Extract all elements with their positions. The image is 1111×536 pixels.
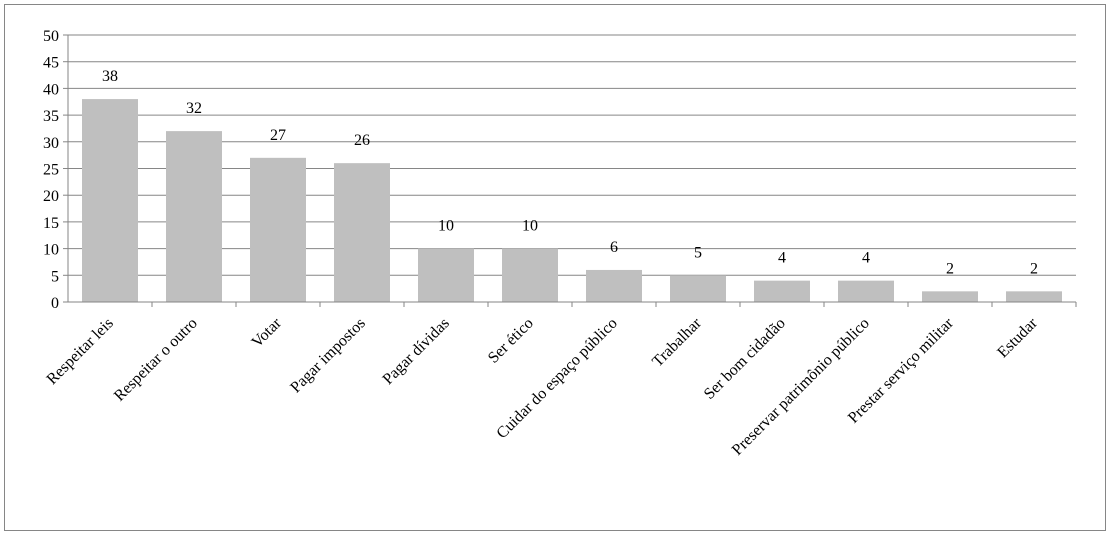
- y-tick-label: 5: [51, 268, 59, 285]
- y-tick-label: 35: [43, 108, 59, 125]
- y-tick-label: 40: [43, 81, 59, 98]
- bar: [502, 248, 558, 302]
- data-label: 4: [862, 250, 870, 267]
- y-tick-label: 25: [43, 162, 59, 179]
- data-label: 10: [438, 218, 454, 235]
- bar: [166, 131, 222, 302]
- y-tick-label: 0: [51, 295, 59, 312]
- data-label: 38: [102, 68, 118, 85]
- bar: [670, 275, 726, 302]
- y-tick-label: 15: [43, 215, 59, 232]
- data-label: 27: [270, 127, 286, 144]
- data-label: 2: [946, 260, 954, 277]
- y-tick-label: 45: [43, 55, 59, 72]
- bar: [250, 157, 306, 302]
- bar: [838, 280, 894, 302]
- bar: [922, 291, 978, 302]
- data-label: 32: [186, 100, 202, 117]
- bar: [82, 99, 138, 302]
- y-tick-label: 50: [43, 28, 59, 45]
- data-label: 2: [1030, 260, 1038, 277]
- y-tick-label: 10: [43, 242, 59, 259]
- data-label: 5: [694, 244, 702, 261]
- y-tick-label: 20: [43, 188, 59, 205]
- data-label: 10: [522, 218, 538, 235]
- bar: [754, 280, 810, 302]
- bar: [586, 269, 642, 302]
- data-label: 4: [778, 250, 786, 267]
- bar: [1006, 291, 1062, 302]
- data-label: 6: [610, 239, 618, 256]
- data-label: 26: [354, 132, 370, 149]
- bar: [334, 163, 390, 302]
- y-tick-label: 30: [43, 135, 59, 152]
- bar: [418, 248, 474, 302]
